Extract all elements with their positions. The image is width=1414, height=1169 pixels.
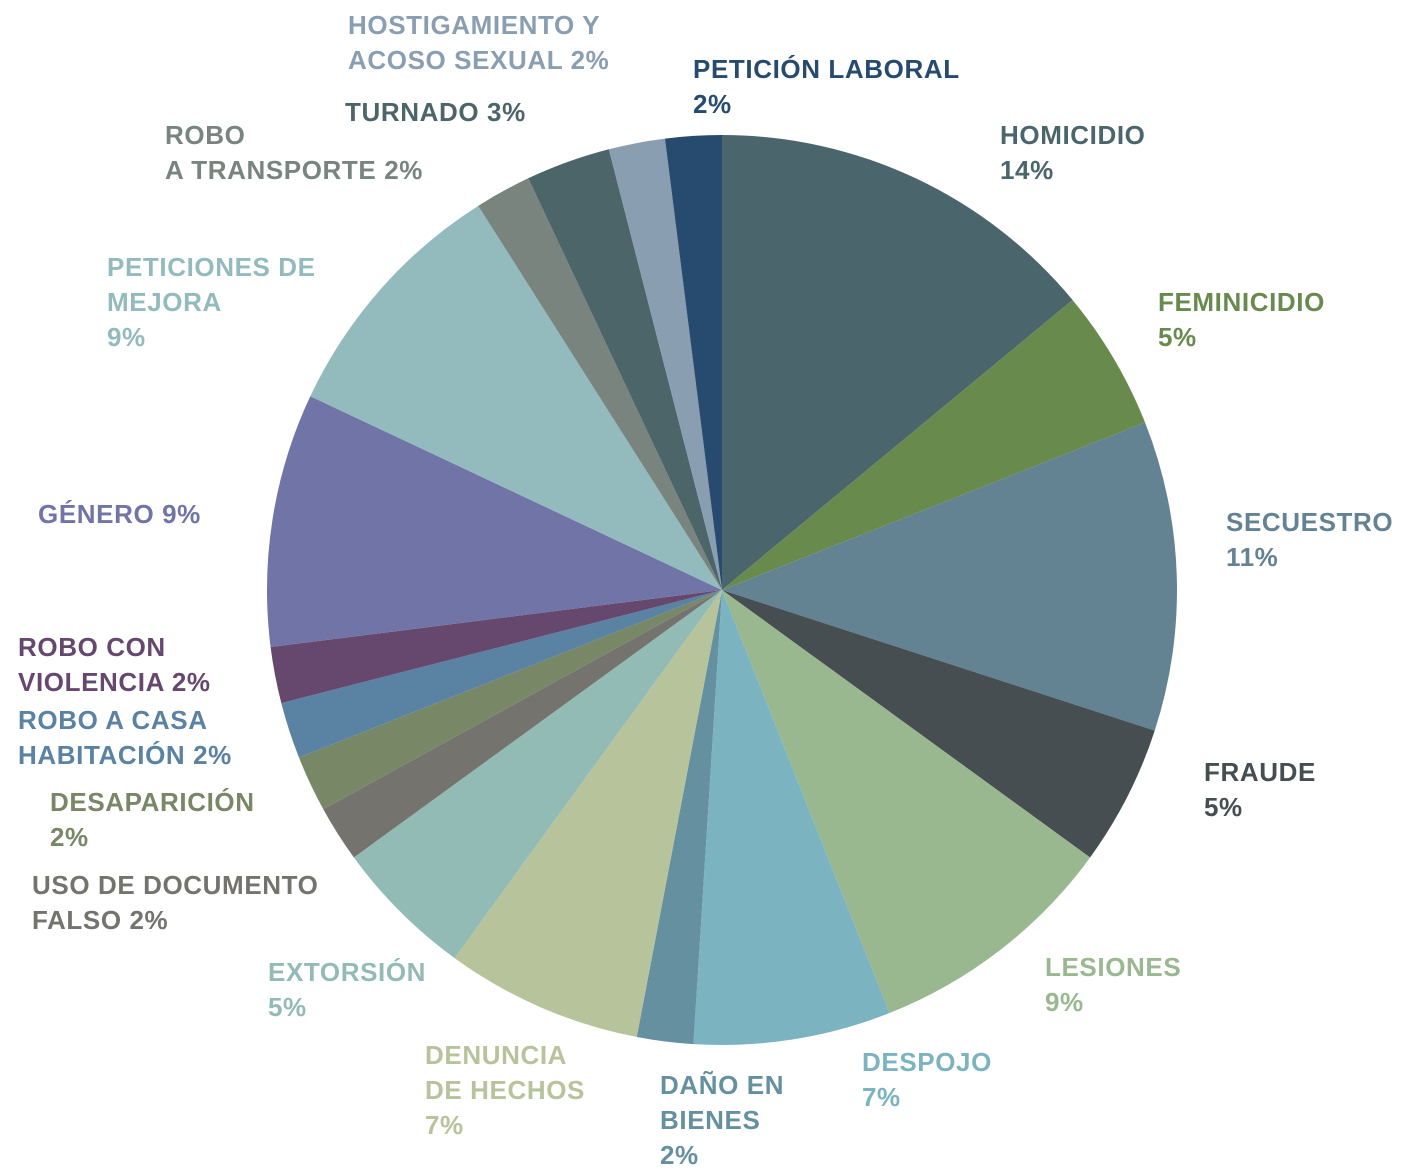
slice-label: HOMICIDIO 14% [1000,118,1146,188]
slice-label: ROBO A TRANSPORTE 2% [165,118,423,188]
pie-slice [454,590,722,1037]
pie-slice [664,135,722,590]
category-name: ROBO A TRANSPORTE [165,120,377,185]
category-name: DAÑO EN BIENES [660,1070,785,1135]
category-name: FEMINICIDIO [1158,287,1325,317]
value-label: 2% [129,905,169,935]
slice-label: FRAUDE 5% [1204,755,1316,825]
value-label: 7% [862,1082,901,1112]
pie-slice [267,396,722,648]
slice-label: PETICIÓN LABORAL 2% [693,52,960,122]
slice-label: FEMINICIDIO 5% [1158,285,1325,355]
category-name: TURNADO [345,97,480,127]
category-name: DENUNCIA DE HECHOS [425,1040,585,1105]
slice-label: DAÑO EN BIENES 2% [660,1068,784,1169]
pie-slice [693,590,890,1045]
slice-label: SECUESTRO 11% [1226,505,1393,575]
pie-slice [722,590,1091,1014]
value-label: 2% [50,822,89,852]
value-label: 2% [660,1140,699,1169]
category-name: ROBO CON VIOLENCIA [18,632,166,697]
value-label: 2% [570,45,610,75]
slice-label: ROBO A CASA HABITACIÓN 2% [18,703,232,773]
category-name: FRAUDE [1204,757,1316,787]
value-label: 11% [1226,542,1279,572]
pie-slice [722,135,1073,590]
slice-label: DESAPARICIÓN 2% [50,785,255,855]
slice-label: PETICIONES DE MEJORA 9% [107,250,316,355]
category-name: ROBO A CASA HABITACIÓN [18,705,208,770]
pie-slice [528,149,722,590]
category-name: EXTORSIÓN [268,957,427,987]
value-label: 5% [268,992,307,1022]
slice-label: TURNADO 3% [345,95,526,130]
value-label: 5% [1158,322,1197,352]
value-label: 3% [487,97,526,127]
pie-slice [323,590,722,858]
value-label: 2% [193,740,232,770]
slice-label: USO DE DOCUMENTO FALSO 2% [32,868,318,938]
category-name: DESPOJO [862,1047,992,1077]
slice-label: GÉNERO 9% [38,497,201,532]
value-label: 9% [1045,987,1084,1017]
category-name: SECUESTRO [1226,507,1394,537]
pie-slice [722,422,1177,731]
category-name: PETICIÓN LABORAL [693,54,960,84]
slice-label: EXTORSIÓN 5% [268,955,426,1025]
pie-slice [353,590,722,959]
category-name: HOSTIGAMIENTO Y ACOSO SEXUAL [348,10,601,75]
slice-label: LESIONES 9% [1045,950,1181,1020]
value-label: 7% [425,1110,464,1140]
category-name: LESIONES [1045,952,1182,982]
category-name: GÉNERO [38,499,155,529]
pie-slice [270,590,722,704]
pie-slice [608,138,722,590]
pie-slice [722,299,1146,590]
slice-label: HOSTIGAMIENTO Y ACOSO SEXUAL 2% [348,8,609,78]
slice-label: DENUNCIA DE HECHOS 7% [425,1038,585,1143]
pie-slice [478,178,722,590]
pie-slice [298,590,722,810]
category-name: DESAPARICIÓN [50,787,255,817]
pie-slice [310,205,722,590]
value-label: 2% [171,667,211,697]
category-name: HOMICIDIO [1000,120,1146,150]
value-label: 5% [1204,792,1243,822]
slice-label: DESPOJO 7% [862,1045,992,1115]
pie-slice [636,590,722,1045]
value-label: 9% [162,499,201,529]
pie-slice [722,590,1155,858]
value-label: 2% [693,89,732,119]
value-label: 9% [107,322,146,352]
value-label: 2% [384,155,423,185]
slice-label: ROBO CON VIOLENCIA 2% [18,630,211,700]
category-name: USO DE DOCUMENTO FALSO [32,870,319,935]
category-name: PETICIONES DE MEJORA [107,252,316,317]
value-label: 14% [1000,155,1054,185]
pie-slice [281,590,722,758]
